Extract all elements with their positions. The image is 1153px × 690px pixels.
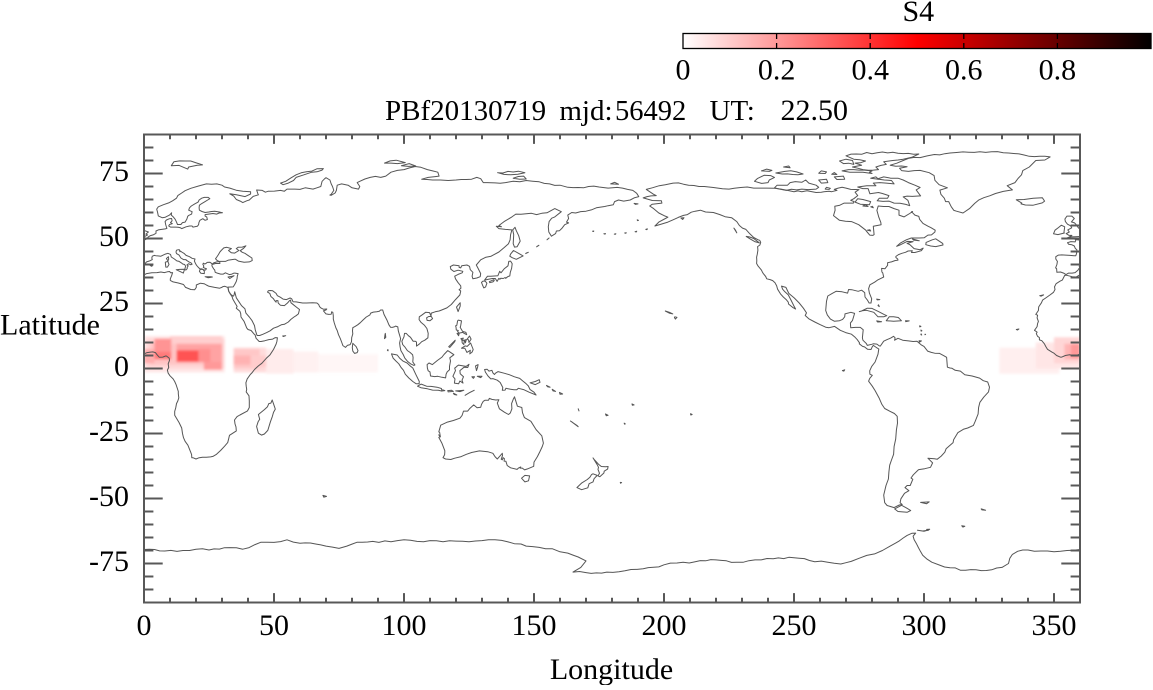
- svg-text:-25: -25: [89, 415, 129, 448]
- svg-text:100: 100: [382, 609, 427, 642]
- svg-text:75: 75: [99, 155, 129, 188]
- svg-text:0.8: 0.8: [1039, 54, 1077, 87]
- svg-text:0: 0: [114, 350, 129, 383]
- svg-text:0.2: 0.2: [758, 54, 796, 87]
- svg-text:50: 50: [99, 220, 129, 253]
- svg-text:0: 0: [137, 609, 152, 642]
- svg-text:150: 150: [512, 609, 557, 642]
- svg-text:350: 350: [1032, 609, 1077, 642]
- svg-text:Latitude: Latitude: [0, 309, 100, 342]
- svg-text:200: 200: [642, 609, 687, 642]
- svg-text:56492: 56492: [615, 96, 686, 127]
- svg-text:PBf20130719: PBf20130719: [385, 95, 546, 127]
- svg-text:-50: -50: [89, 480, 129, 513]
- svg-text:50: 50: [259, 609, 289, 642]
- svg-text:300: 300: [902, 609, 947, 642]
- svg-text:UT:: UT:: [710, 95, 755, 127]
- svg-text:S4: S4: [902, 0, 934, 28]
- svg-text:0.4: 0.4: [851, 54, 889, 87]
- svg-text:mjd:: mjd:: [559, 95, 612, 127]
- svg-text:0: 0: [676, 54, 691, 87]
- svg-text:25: 25: [99, 285, 129, 318]
- svg-text:Longitude: Longitude: [550, 653, 673, 685]
- svg-text:22.50: 22.50: [781, 94, 849, 127]
- svg-text:0.6: 0.6: [945, 54, 983, 87]
- svg-text:250: 250: [772, 609, 817, 642]
- svg-text:-75: -75: [89, 545, 129, 578]
